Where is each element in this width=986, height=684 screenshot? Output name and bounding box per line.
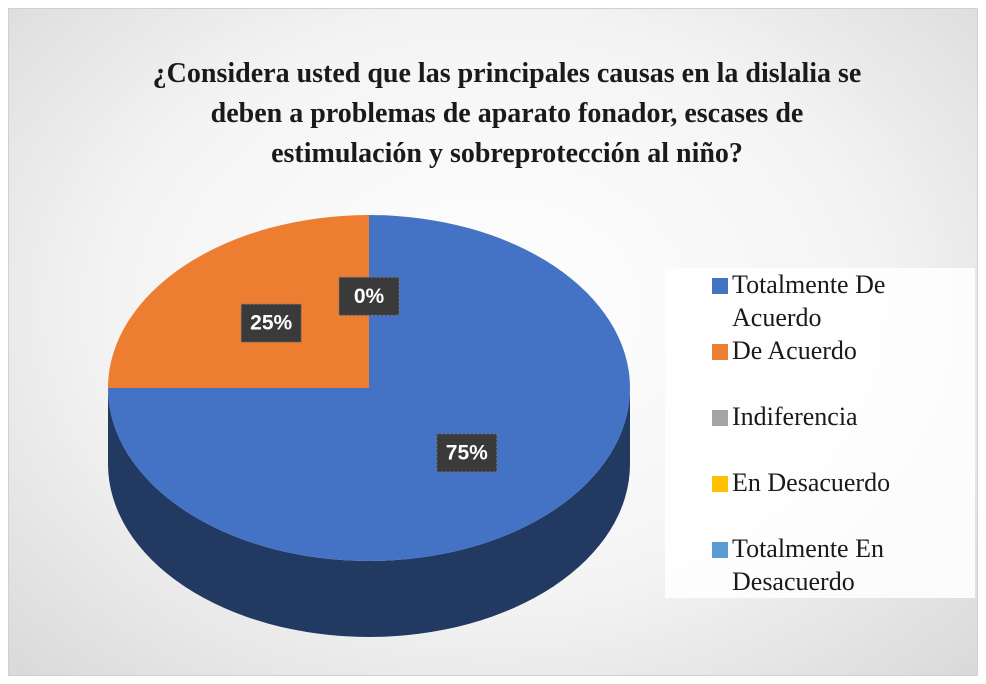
label-box bbox=[338, 276, 400, 316]
legend-entry: Totalmente De Acuerdo bbox=[710, 268, 942, 334]
legend-entry: Totalmente En Desacuerdo bbox=[710, 532, 942, 598]
legend-entry: En Desacuerdo bbox=[710, 466, 942, 499]
legend-swatch bbox=[712, 344, 728, 360]
legend-swatch bbox=[712, 278, 728, 294]
label-box bbox=[240, 303, 302, 343]
legend-label: Indiferencia bbox=[732, 402, 858, 431]
legend-label: En Desacuerdo bbox=[732, 468, 891, 497]
data-label: 0% bbox=[354, 285, 385, 308]
legend-label: Totalmente De Acuerdo bbox=[732, 270, 886, 332]
label-box bbox=[436, 433, 498, 473]
data-label: 25% bbox=[250, 312, 292, 335]
legend-entry: De Acuerdo bbox=[710, 334, 942, 367]
slice-side bbox=[108, 388, 630, 637]
slice bbox=[108, 215, 369, 388]
legend-swatch bbox=[712, 542, 728, 558]
legend-label: Totalmente En Desacuerdo bbox=[732, 534, 884, 596]
legend-swatch bbox=[712, 410, 728, 426]
legend-entry: Indiferencia bbox=[710, 400, 942, 433]
legend: Totalmente De Acuerdo De Acuerdo Indiferen… bbox=[665, 268, 975, 598]
legend-label: De Acuerdo bbox=[732, 336, 857, 365]
chart-title: ¿Considera usted que las principales cau… bbox=[152, 58, 862, 169]
legend-swatch bbox=[712, 476, 728, 492]
data-label: 75% bbox=[446, 441, 488, 464]
